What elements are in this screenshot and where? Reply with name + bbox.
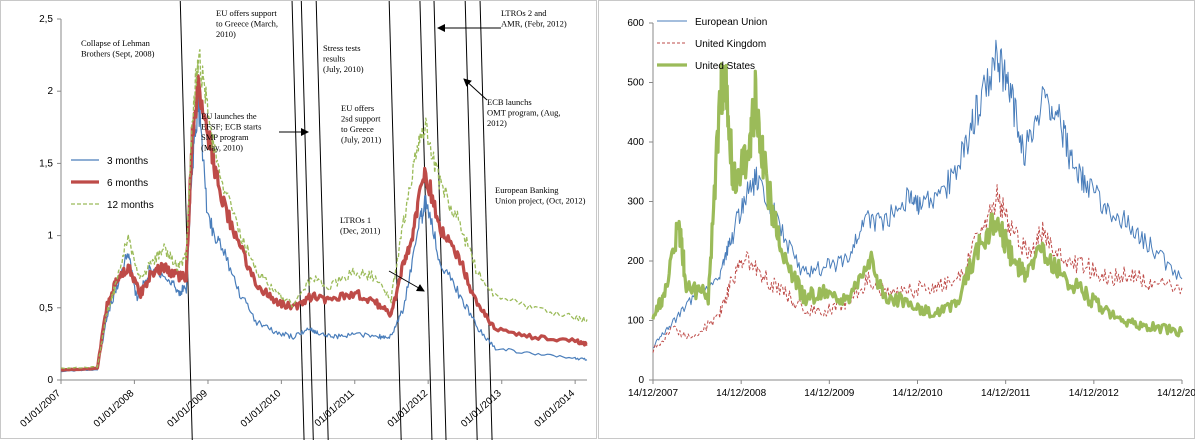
event-line: [179, 1, 193, 440]
annotation-arrow: [388, 270, 425, 292]
event-annotation-label: to Greece (March,: [216, 19, 278, 29]
event-annotation-label: results: [323, 54, 345, 64]
chart-panel-euribor-spreads: 0 0,5 1 1,5 2 2,5 01/01/2007 01/01/2008 01/01/20…: [0, 0, 597, 440]
event-line: [300, 1, 314, 440]
series-line-6-months: [60, 74, 588, 372]
event-annotation-label: Brothers (Sept, 2008): [81, 49, 155, 59]
legend-label: 3 months: [107, 156, 148, 167]
x-tick-label: 01/01/2007: [18, 388, 63, 430]
event-annotation-label: (May, 2010): [201, 143, 243, 153]
x-tick-label: 14/12/2012: [1069, 388, 1119, 399]
series-line-12-months: [60, 49, 588, 370]
event-annotation-label: European Banking: [495, 185, 559, 195]
y-tick-label: 1,5: [39, 158, 53, 169]
event-annotation-label: Collapse of Lehman: [81, 38, 151, 48]
series-line-3-months: [60, 89, 588, 373]
y-tick-label: 0: [638, 375, 644, 386]
x-tick-label: 14/12/2008: [716, 388, 766, 399]
x-tick-label: 14/12/2009: [804, 388, 854, 399]
event-annotation-label: LTROs 2 and: [501, 8, 547, 18]
series-line-United-Kingdom: [652, 184, 1183, 353]
legend-label: European Union: [695, 17, 767, 28]
y-tick-label: 0: [47, 375, 53, 386]
event-annotation-label: AMR, (Febr, 2012): [501, 19, 567, 29]
event-line: [464, 1, 478, 440]
y-tick-label: 500: [627, 78, 644, 89]
x-tick-label: 01/01/2008: [92, 388, 137, 430]
x-tick-label: 14/12/2007: [628, 388, 678, 399]
x-tick-label: 01/01/2012: [386, 388, 431, 430]
event-annotation-label: 2012): [487, 118, 507, 128]
event-annotation-label: SMP program: [201, 132, 249, 142]
event-annotation-label: EU offers support: [216, 8, 277, 18]
event-line: [291, 1, 305, 440]
event-annotation-label: OMT program, (Aug,: [487, 108, 561, 118]
x-tick-label: 01/01/2009: [165, 388, 210, 430]
event-annotation-label: Union project, (Oct, 2012): [495, 196, 586, 206]
legend-label: 12 months: [107, 200, 154, 211]
event-annotation-label: EFSF; ECB starts: [201, 122, 261, 132]
event-line: [315, 1, 329, 440]
chart-panel-cds-spreads: 0 100 200 300 400 500 600 14/12/2007 14/12/2008 1…: [598, 0, 1195, 439]
event-line: [419, 1, 433, 440]
legend-label: United Kingdom: [695, 39, 766, 50]
x-tick-label: 01/01/2011: [313, 388, 357, 429]
event-annotation-label: EU launches the: [201, 111, 257, 121]
event-annotation-label: EU offers: [341, 103, 374, 113]
legend-label: 6 months: [107, 178, 148, 189]
y-tick-label: 100: [627, 316, 644, 327]
event-annotation-label: 2010): [216, 29, 236, 39]
x-tick-label: 14/12/2013: [1157, 388, 1195, 399]
event-annotation-label: to Greece: [341, 124, 374, 134]
x-tick-label: 14/12/2011: [981, 388, 1031, 399]
event-line: [479, 1, 493, 440]
y-tick-label: 1: [47, 231, 53, 242]
event-annotation-label: Stress tests: [323, 43, 361, 53]
x-tick-label: 01/01/2013: [459, 388, 504, 430]
chart-left-svg: 0 0,5 1 1,5 2 2,5 01/01/2007 01/01/2008 01/01/20…: [18, 1, 588, 440]
series-line-European-Union: [652, 39, 1183, 349]
y-tick-label: 300: [627, 197, 644, 208]
y-tick-label: 0,5: [39, 303, 53, 314]
chart-right-svg: 0 100 200 300 400 500 600 14/12/2007 14/12/2008 1…: [627, 17, 1195, 399]
y-tick-label: 200: [627, 256, 644, 267]
y-tick-label: 600: [627, 18, 644, 29]
x-tick-label: 14/12/2010: [892, 388, 942, 399]
x-tick-label: 01/01/2010: [239, 388, 284, 430]
annotation-arrow: [463, 78, 488, 101]
event-line: [433, 1, 447, 440]
event-annotation-label: ECB launchs: [487, 97, 532, 107]
event-annotation-label: (July, 2010): [323, 64, 364, 74]
legend-label: United States: [695, 61, 755, 72]
event-line: [388, 1, 402, 440]
event-annotation-label: 2sd support: [341, 114, 381, 124]
x-tick-label: 01/01/2014: [533, 388, 578, 430]
y-tick-label: 2,5: [39, 14, 53, 25]
series-line-United-States: [651, 62, 1184, 338]
event-annotation-label: LTROs 1: [340, 215, 371, 225]
event-annotation-label: (July, 2011): [341, 135, 381, 145]
y-tick-label: 2: [47, 86, 53, 97]
event-annotation-label: (Dec, 2011): [340, 226, 380, 236]
y-tick-label: 400: [627, 137, 644, 148]
